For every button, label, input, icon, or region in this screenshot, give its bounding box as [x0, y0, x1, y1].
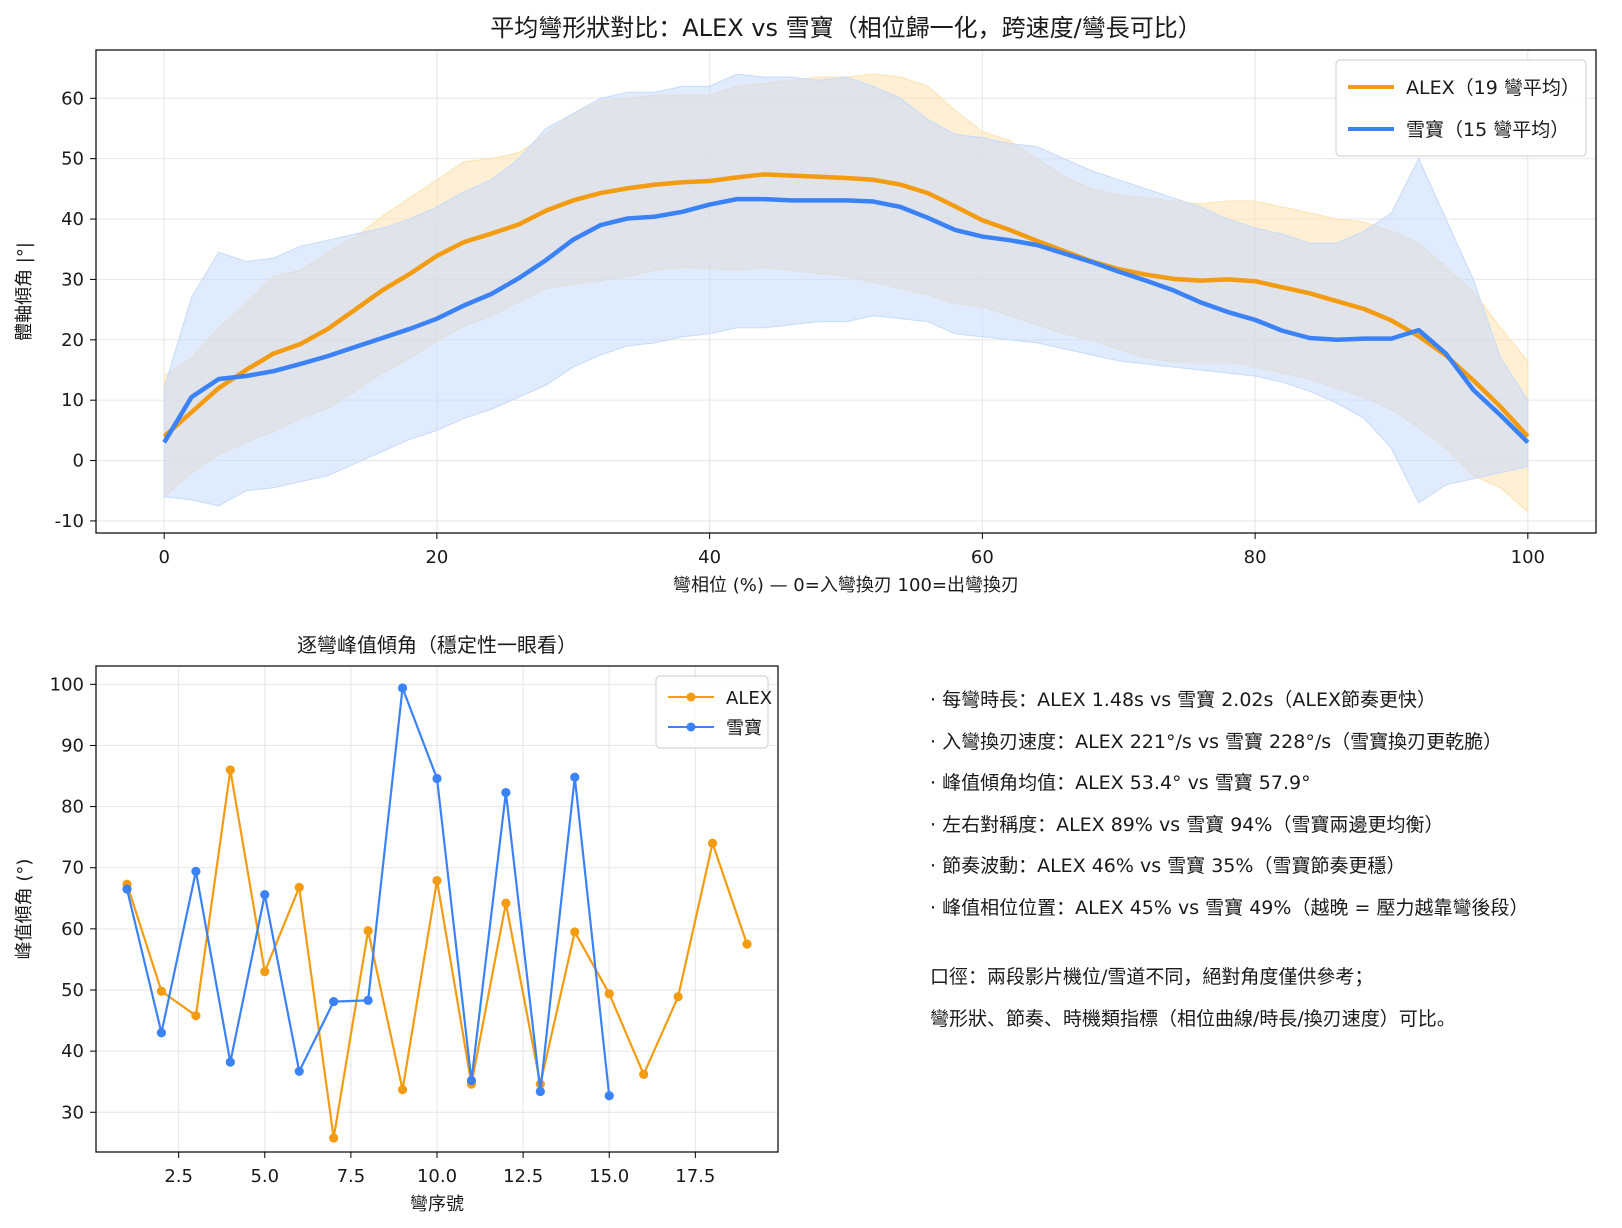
y-tick-label: 40	[61, 209, 84, 230]
y-tick-label: 0	[73, 451, 84, 472]
legend-label: ALEX（19 彎平均）	[1406, 77, 1580, 99]
data-point	[225, 765, 235, 775]
note-spacer	[930, 929, 1610, 957]
legend: ALEX（19 彎平均） 雪寶（15 彎平均）	[1335, 59, 1587, 157]
y-tick-label: 20	[61, 330, 84, 351]
data-point	[501, 898, 511, 908]
data-point	[639, 1069, 649, 1079]
x-tick-label: 15.0	[589, 1166, 629, 1187]
x-tick-label: 20	[425, 547, 448, 568]
x-tick-label: 5.0	[250, 1166, 279, 1187]
y-tick-label: 90	[61, 735, 84, 756]
x-tick-label: 60	[971, 547, 994, 568]
y-tick-label: 60	[61, 88, 84, 109]
legend-marker	[686, 722, 696, 732]
data-point	[363, 926, 373, 936]
footnote-line: 彎形狀、節奏、時機類指標（相位曲線/時長/換刃速度）可比。	[930, 1007, 1456, 1030]
x-tick-label: 100	[1511, 547, 1545, 568]
x-tick-label: 10.0	[417, 1166, 457, 1187]
legend-box	[1335, 59, 1587, 157]
data-point	[225, 1057, 235, 1067]
legend-label: 雪寶	[726, 718, 762, 739]
data-point	[294, 1066, 304, 1076]
y-tick-label: 30	[61, 1102, 84, 1123]
chart-title: 逐彎峰值傾角（穩定性一眼看）	[297, 633, 577, 657]
legend-marker	[686, 692, 696, 702]
chart-title: 平均彎形狀對比：ALEX vs 雪寶（相位歸一化，跨速度/彎長可比）	[490, 14, 1201, 42]
note-line: · 峰值相位位置：ALEX 45% vs 雪寶 49%（越晚 = 壓力越靠彎後段…	[930, 896, 1529, 919]
series-line	[125, 686, 611, 1096]
y-tick-label: 40	[61, 1041, 84, 1062]
x-tick-label: 0	[158, 547, 169, 568]
data-point	[501, 787, 511, 798]
note-line: · 峰值傾角均值：ALEX 53.4° vs 雪寶 57.9°	[930, 772, 1311, 794]
data-point	[329, 1133, 339, 1143]
data-point	[535, 1086, 545, 1097]
legend-box	[655, 675, 769, 749]
y-tick-label: 100	[50, 674, 84, 695]
legend-label: ALEX	[726, 688, 772, 709]
data-point	[122, 884, 132, 894]
data-point	[156, 986, 167, 996]
y-tick-label: 80	[61, 797, 84, 818]
x-tick-label: 12.5	[503, 1166, 543, 1187]
y-tick-label: 30	[61, 269, 84, 290]
data-point	[673, 992, 683, 1002]
series-band	[163, 73, 1529, 507]
note-line: · 左右對稱度：ALEX 89% vs 雪寶 94%（雪寶兩邊更均衡）	[930, 813, 1444, 836]
x-tick-label: 17.5	[675, 1166, 715, 1187]
y-axis-label: 峰值傾角 (°)	[14, 859, 35, 960]
y-axis-label: 體軸傾角 |°|	[14, 242, 35, 341]
peak-plot: 2.5 5.0 7.5 10.0 12.5 15.0 17.5 30 40 50 60 70 80 90 1…	[14, 633, 779, 1215]
data-point	[432, 773, 442, 784]
data-point	[191, 1011, 201, 1021]
note-line: · 節奏波動：ALEX 46% vs 雪寶 35%（雪寶節奏更穩）	[930, 855, 1406, 877]
y-tick-label: 60	[61, 919, 84, 940]
x-axis-label: 彎相位 (%) — 0=入彎換刃 100=出彎換刃	[673, 575, 1019, 596]
legend: ALEX 雪寶	[655, 675, 772, 749]
data-point	[260, 890, 270, 900]
x-tick-label: 40	[698, 547, 721, 568]
y-tick-label: 50	[61, 149, 84, 170]
series-mean-line	[162, 196, 1530, 445]
phase-plot: 0 20 40 60 80 100 -10 0 10 20 30 40 50 60 平均彎形狀對比：ALEX…	[14, 14, 1597, 596]
axes-frame	[95, 49, 1597, 534]
data-point	[604, 989, 614, 999]
data-point	[363, 995, 373, 1005]
data-point	[397, 683, 408, 693]
data-point	[742, 939, 752, 949]
y-tick-label: 10	[61, 390, 84, 411]
y-tick-label: 50	[61, 980, 84, 1001]
x-tick-label: 7.5	[337, 1166, 366, 1187]
x-tick-label: 80	[1244, 547, 1267, 568]
data-point	[707, 838, 718, 848]
data-point	[156, 1028, 167, 1038]
x-tick-label: 2.5	[164, 1166, 193, 1187]
data-point	[191, 866, 201, 877]
data-point	[260, 967, 270, 977]
y-tick-label: 70	[61, 858, 84, 879]
data-point	[570, 927, 580, 937]
note-line: · 入彎換刃速度：ALEX 221°/s vs 雪寶 228°/s（雪寶換刃更乾…	[930, 730, 1503, 753]
data-point	[294, 882, 304, 892]
data-point	[570, 772, 580, 782]
series-mean-line	[162, 172, 1530, 439]
data-point	[604, 1091, 614, 1101]
data-point	[466, 1075, 477, 1086]
note-line: · 每彎時長：ALEX 1.48s vs 雪寶 2.02s（ALEX節奏更快）	[930, 689, 1436, 711]
legend-label: 雪寶（15 彎平均）	[1406, 119, 1569, 141]
data-point	[329, 997, 339, 1007]
data-point	[432, 875, 442, 886]
footnote-line: 口徑：兩段影片機位/雪道不同，絕對角度僅供參考；	[930, 966, 1374, 988]
x-axis-label: 彎序號	[410, 1194, 464, 1215]
data-point	[397, 1085, 408, 1095]
y-tick-label: -10	[55, 511, 84, 532]
summary-notes: · 每彎時長：ALEX 1.48s vs 雪寶 2.02s（ALEX節奏更快） …	[930, 680, 1610, 1040]
